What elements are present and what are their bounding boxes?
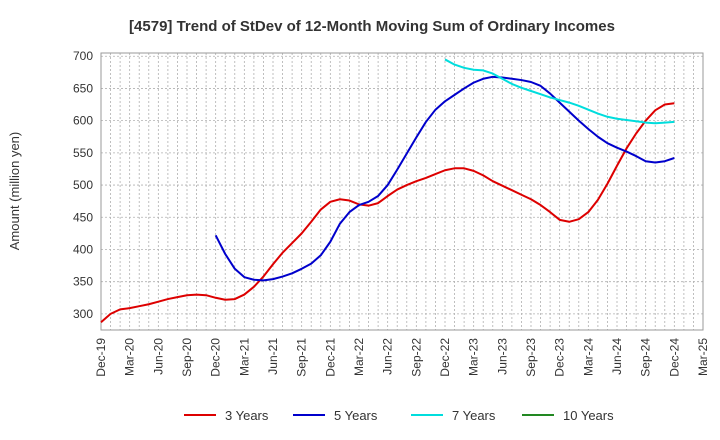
x-tick-label: Sep-23 <box>524 338 538 377</box>
series-group <box>100 58 675 324</box>
y-tick-label: 650 <box>73 81 93 95</box>
grid <box>100 53 704 330</box>
x-tick-label: Jun-22 <box>381 338 395 375</box>
y-tick-label: 500 <box>73 178 93 192</box>
x-tick-label: Dec-20 <box>209 338 223 377</box>
x-tick-label: Mar-23 <box>467 338 481 376</box>
y-tick-label: 350 <box>73 275 93 289</box>
x-tick-label: Dec-21 <box>323 338 337 377</box>
x-tick-label: Dec-23 <box>553 338 567 377</box>
x-tick-label: Jun-21 <box>266 338 280 375</box>
legend-label-7-years: 7 Years <box>452 408 496 423</box>
legend-label-10-years: 10 Years <box>563 408 614 423</box>
x-tick-label: Sep-24 <box>639 338 653 377</box>
x-tick-label: Jun-24 <box>610 338 624 375</box>
y-tick-label: 450 <box>73 210 93 224</box>
y-tick-label: 600 <box>73 114 93 128</box>
x-tick-label: Sep-22 <box>409 338 423 377</box>
legend-label-3-years: 3 Years <box>225 408 269 423</box>
x-tick-label: Mar-25 <box>696 338 710 376</box>
y-axis-ticks: 300 350 400 450 500 550 600 650 700 <box>73 49 93 321</box>
x-tick-label: Dec-24 <box>667 338 681 377</box>
x-tick-label: Jun-20 <box>151 338 165 375</box>
x-axis-ticks: Dec-19 Mar-20 Jun-20 Sep-20 Dec-20 Mar-21 Jun-… <box>94 338 710 377</box>
x-tick-label: Dec-19 <box>94 338 108 377</box>
x-tick-label: Mar-20 <box>123 338 137 376</box>
x-tick-label: Sep-21 <box>295 338 309 377</box>
y-tick-label: 300 <box>73 307 93 321</box>
series-line-7-years <box>444 58 675 125</box>
y-tick-label: 400 <box>73 242 93 256</box>
y-tick-label: 550 <box>73 146 93 160</box>
x-tick-label: Sep-20 <box>180 338 194 377</box>
x-tick-label: Jun-23 <box>495 338 509 375</box>
plot-frame <box>100 52 704 331</box>
y-tick-label: 700 <box>73 49 93 63</box>
chart-title: [4579] Trend of StDev of 12-Month Moving… <box>129 18 615 35</box>
y-axis-label: Amount (million yen) <box>7 132 22 251</box>
x-tick-label: Mar-24 <box>581 338 595 376</box>
x-tick-label: Dec-22 <box>438 338 452 377</box>
legend-label-5-years: 5 Years <box>334 408 378 423</box>
legend: 3 Years 5 Years 7 Years 10 Years <box>184 408 614 423</box>
x-tick-label: Mar-21 <box>237 338 251 376</box>
x-tick-label: Mar-22 <box>352 338 366 376</box>
series-line-3-years <box>100 102 675 324</box>
series-line-5-years <box>214 75 675 282</box>
